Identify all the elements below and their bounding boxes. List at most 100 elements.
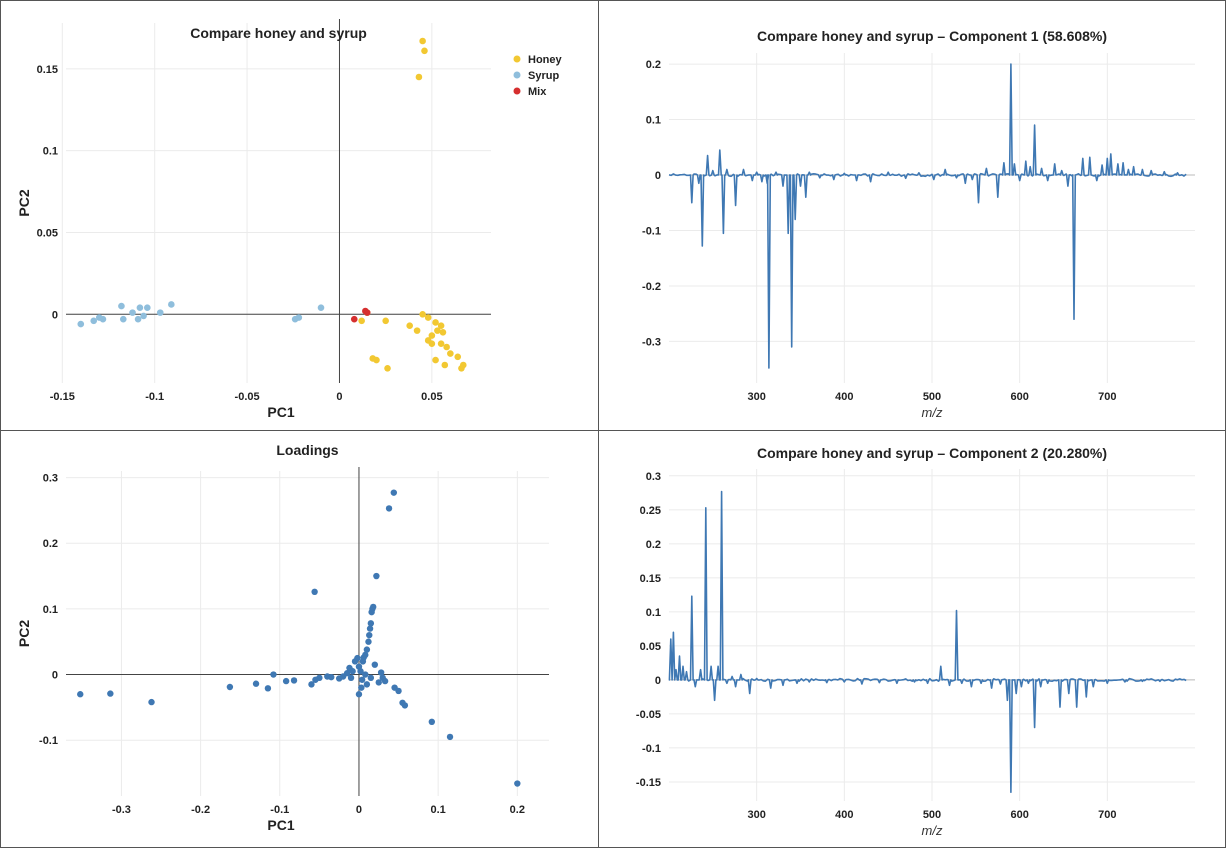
loading-point (347, 674, 355, 682)
y-tick-label: 0.2 (43, 538, 58, 550)
x-tick-label: 300 (747, 391, 765, 403)
loading-point (362, 651, 369, 659)
y-tick-label: -0.15 (636, 777, 661, 789)
spectrum-line (668, 63, 1187, 369)
syrup-point (168, 301, 175, 308)
x-tick-label: -0.2 (191, 804, 210, 816)
honey-point (424, 314, 432, 321)
y-tick-label: 0.1 (646, 115, 661, 127)
component1-chart: 300 400 500 600 700 0.2 0.1 0 -0.1 -0.2 -0.3 Compar… (642, 28, 1195, 420)
loading-point (148, 698, 155, 706)
loadings-panel: -0.3 -0.2 -0.1 0 0.1 0.2 -0.1 0 0.1 0.2 0.3 Loading… (0, 430, 599, 848)
honey-point (447, 350, 454, 357)
y-tick-label: 0.3 (646, 471, 661, 483)
honey-point (434, 327, 441, 334)
y-tick-label: 0.05 (640, 641, 661, 653)
loading-point (252, 680, 260, 687)
loading-point (270, 671, 277, 678)
syrup-point (77, 320, 85, 328)
loading-point (264, 685, 272, 692)
loading-point (370, 603, 377, 611)
loading-point (226, 683, 234, 691)
x-tick-label: 500 (923, 391, 941, 403)
honey-point (437, 322, 445, 330)
legend-label-mix: Mix (528, 86, 547, 98)
syrup-point (144, 304, 151, 312)
x-tick-label: 700 (1098, 391, 1116, 403)
x-tick-label: -0.05 (235, 391, 260, 403)
loading-point (316, 674, 323, 682)
y-tick-label: -0.05 (636, 709, 661, 721)
loading-point (367, 674, 375, 682)
loading-point (355, 691, 363, 698)
honey-point (384, 364, 391, 372)
syrup-point (119, 315, 127, 323)
component2-panel: 300 400 500 600 700 0.3 0.25 0.2 0.15 0.1 0.05 0 -0.… (598, 430, 1226, 848)
y-axis-label: PC2 (16, 189, 32, 216)
x-tick-label: 0.05 (421, 391, 442, 403)
grid-lines (61, 23, 491, 383)
loading-point (343, 670, 351, 677)
y-tick-label: -0.1 (642, 743, 661, 755)
chart-title: Compare honey and syrup (190, 25, 367, 41)
loading-point (375, 679, 382, 686)
syrup-point (140, 312, 147, 320)
component2-chart: 300 400 500 600 700 0.3 0.25 0.2 0.15 0.1 0.05 0 -0.… (636, 445, 1195, 838)
loading-point (328, 673, 335, 681)
honey-point (382, 317, 389, 325)
syrup-point (156, 309, 164, 316)
x-axis-label: PC1 (267, 404, 294, 420)
syrup-point (118, 302, 125, 310)
y-tick-label: 0 (52, 670, 58, 682)
x-tick-label: 400 (835, 391, 853, 403)
legend-label-honey: Honey (528, 54, 563, 66)
legend: Honey Syrup Mix (513, 54, 563, 98)
y-tick-label: -0.2 (642, 281, 661, 293)
x-tick-label: 0 (356, 804, 362, 816)
chart-title: Compare honey and syrup – Component 1 (5… (757, 28, 1107, 44)
loading-point (290, 677, 298, 684)
loading-point (390, 489, 398, 496)
syrup-point (134, 315, 142, 323)
loading-point (381, 677, 389, 685)
mix-point (362, 307, 369, 315)
syrup-point (99, 315, 107, 323)
loading-point (357, 668, 364, 675)
y-tick-label: 0.2 (646, 539, 661, 551)
grid-lines (669, 53, 1195, 383)
loadings-chart: -0.3 -0.2 -0.1 0 0.1 0.2 -0.1 0 0.1 0.2 0.3 Loading… (16, 442, 549, 833)
loading-point (385, 505, 393, 512)
x-axis-label: m/z (922, 823, 943, 838)
component1-panel: 300 400 500 600 700 0.2 0.1 0 -0.1 -0.2 -0.3 Compar… (598, 0, 1226, 431)
loading-point (354, 654, 361, 662)
loading-point (367, 620, 375, 627)
legend-swatch-syrup (513, 71, 521, 79)
y-tick-label: 0.1 (646, 607, 661, 619)
loading-point (395, 687, 402, 695)
loading-point (77, 691, 84, 698)
y-tick-label: 0.2 (646, 59, 661, 71)
y-tick-label: 0.15 (37, 64, 58, 76)
x-axis-label: PC1 (267, 817, 294, 833)
y-tick-label: 0 (655, 170, 661, 182)
loading-point (349, 668, 356, 675)
loading-point (363, 681, 371, 688)
loading-point (363, 646, 371, 653)
honey-point (373, 356, 380, 364)
x-tick-label: 0 (336, 391, 342, 403)
loading-point (366, 625, 374, 632)
spectrum-line (668, 490, 1187, 793)
chart-title: Compare honey and syrup – Component 2 (2… (757, 445, 1107, 461)
y-tick-label: 0.15 (640, 573, 661, 585)
x-tick-label: 0.1 (430, 804, 445, 816)
y-tick-label: 0.25 (640, 505, 661, 517)
honey-point (432, 319, 439, 326)
x-tick-label: 600 (1010, 391, 1028, 403)
loading-point (428, 718, 436, 726)
series-syrup (77, 301, 325, 328)
honey-point (419, 37, 426, 45)
x-tick-label: -0.1 (145, 391, 164, 403)
chart-title: Loadings (276, 442, 338, 458)
x-tick-label: 700 (1098, 809, 1116, 821)
grid-lines (66, 471, 549, 796)
